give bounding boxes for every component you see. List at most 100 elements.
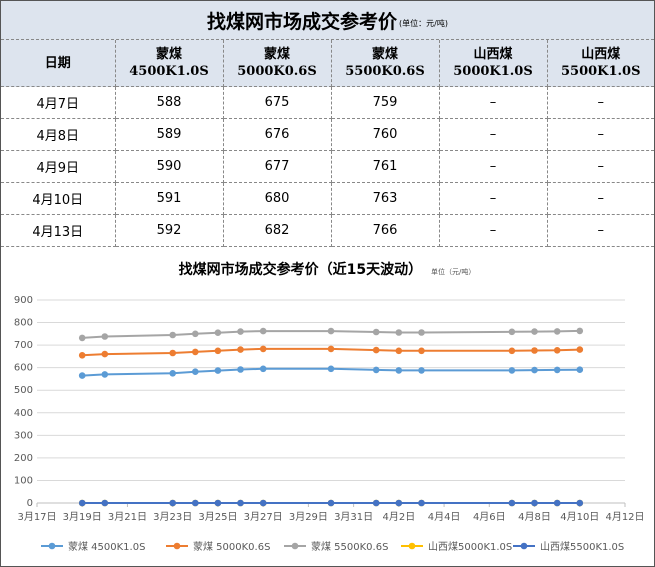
chart-title-text: 找煤网市场成交参考价（近15天波动） <box>179 261 422 278</box>
data-point <box>259 345 267 353</box>
y-tick-label: 800 <box>14 318 33 329</box>
data-point <box>553 328 561 335</box>
header-col-4: 山西煤 5000K1.0S <box>438 40 548 87</box>
data-point <box>214 329 222 336</box>
y-tick-label: 400 <box>14 408 33 419</box>
legend-label: 蒙煤 5500K0.6S <box>311 540 388 553</box>
data-point <box>418 499 425 507</box>
table-cell: 591 <box>114 182 224 215</box>
chart-series <box>78 327 584 507</box>
data-point <box>508 328 516 336</box>
table-cell: – <box>546 214 654 247</box>
y-tick-label: 200 <box>14 453 33 464</box>
table-cell: – <box>546 118 654 151</box>
table-cell: 589 <box>114 118 224 151</box>
data-point <box>553 347 561 354</box>
data-point <box>327 345 335 353</box>
data-point <box>78 352 86 359</box>
table-header-row: 日期 蒙煤 4500K1.0S 蒙煤 5000K0.6S 蒙煤 5500K0.6S 山… <box>1 40 654 87</box>
y-tick-label: 700 <box>14 340 33 351</box>
data-point <box>237 328 244 335</box>
y-tick-label: 100 <box>14 475 33 486</box>
data-point <box>531 499 538 507</box>
row-date: 4月7日 <box>1 86 116 119</box>
x-tick-label: 4月12日 <box>605 511 644 523</box>
data-point <box>192 368 199 375</box>
table-row: 4月13日 592 682 766 – – <box>1 214 654 247</box>
table-cell: 760 <box>330 118 440 151</box>
data-point <box>101 333 109 340</box>
table-cell: 675 <box>222 86 332 119</box>
header-col-name: 蒙煤 <box>371 47 398 62</box>
table-cell: 592 <box>114 214 224 247</box>
table-cell: – <box>438 150 548 183</box>
data-point <box>372 346 380 354</box>
table-cell: 761 <box>330 150 440 183</box>
legend-swatch-marker <box>520 542 528 550</box>
legend-swatch-marker <box>291 542 299 550</box>
data-point <box>259 365 267 373</box>
x-tick-label: 3月31日 <box>334 511 373 523</box>
y-tick-label: 300 <box>14 430 33 441</box>
data-point <box>101 371 109 378</box>
data-point <box>101 350 109 358</box>
x-tick-label: 3月17日 <box>17 511 56 523</box>
data-point <box>395 367 403 374</box>
y-tick-label: 500 <box>14 385 33 396</box>
table-cell: – <box>438 86 548 119</box>
header-col-spec: 5000K0.6S <box>237 64 317 79</box>
data-point <box>214 367 222 374</box>
data-point <box>78 499 86 507</box>
x-tick-label: 3月19日 <box>63 511 102 523</box>
row-date: 4月9日 <box>1 150 116 183</box>
row-date: 4月10日 <box>1 182 116 215</box>
data-point <box>531 328 538 335</box>
table-cell: 763 <box>330 182 440 215</box>
data-point <box>508 367 516 374</box>
data-point <box>531 347 538 354</box>
data-point <box>418 329 425 336</box>
data-point <box>78 334 86 342</box>
header-col-1: 蒙煤 4500K1.0S <box>114 40 224 87</box>
header-col-name: 蒙煤 <box>155 47 182 62</box>
data-point <box>169 499 176 507</box>
y-tick-label: 600 <box>14 363 33 374</box>
data-point <box>576 499 584 507</box>
data-point <box>259 327 267 335</box>
data-point <box>531 366 538 374</box>
table-row: 4月10日 591 680 763 – – <box>1 182 654 215</box>
data-point <box>101 499 109 507</box>
x-tick-label: 3月21日 <box>108 511 147 523</box>
x-tick-label: 4月2日 <box>382 511 415 523</box>
header-col-2: 蒙煤 5000K0.6S <box>222 40 332 87</box>
table-cell: – <box>438 182 548 215</box>
chart-title: 找煤网市场成交参考价（近15天波动） 单位（元/吨） <box>179 261 476 278</box>
data-point <box>553 366 561 374</box>
table-row: 4月8日 589 676 760 – – <box>1 118 654 151</box>
data-point <box>237 346 244 353</box>
report-title: 找煤网市场成交参考价 <box>207 10 398 33</box>
x-tick-label: 3月25日 <box>198 511 237 523</box>
data-point <box>418 347 425 355</box>
table-cell: 766 <box>330 214 440 247</box>
x-tick-label: 3月27日 <box>244 511 283 523</box>
table-row: 4月9日 590 677 761 – – <box>1 150 654 183</box>
data-point <box>237 366 244 373</box>
table-cell: – <box>438 118 548 151</box>
legend-label: 蒙煤 4500K1.0S <box>68 540 145 553</box>
data-point <box>259 499 267 507</box>
table-cell: 682 <box>222 214 332 247</box>
data-point <box>508 347 516 355</box>
data-point <box>192 499 199 507</box>
data-point <box>169 370 176 377</box>
y-tick-label: 900 <box>14 295 33 306</box>
data-point <box>395 499 403 507</box>
legend-label: 蒙煤 5000K0.6S <box>193 540 270 553</box>
row-date: 4月8日 <box>1 118 116 151</box>
x-tick-label: 4月10日 <box>560 511 599 523</box>
data-point <box>214 347 222 355</box>
data-point <box>169 349 176 357</box>
data-point <box>553 499 561 507</box>
data-point <box>237 499 244 507</box>
data-point <box>78 372 86 379</box>
